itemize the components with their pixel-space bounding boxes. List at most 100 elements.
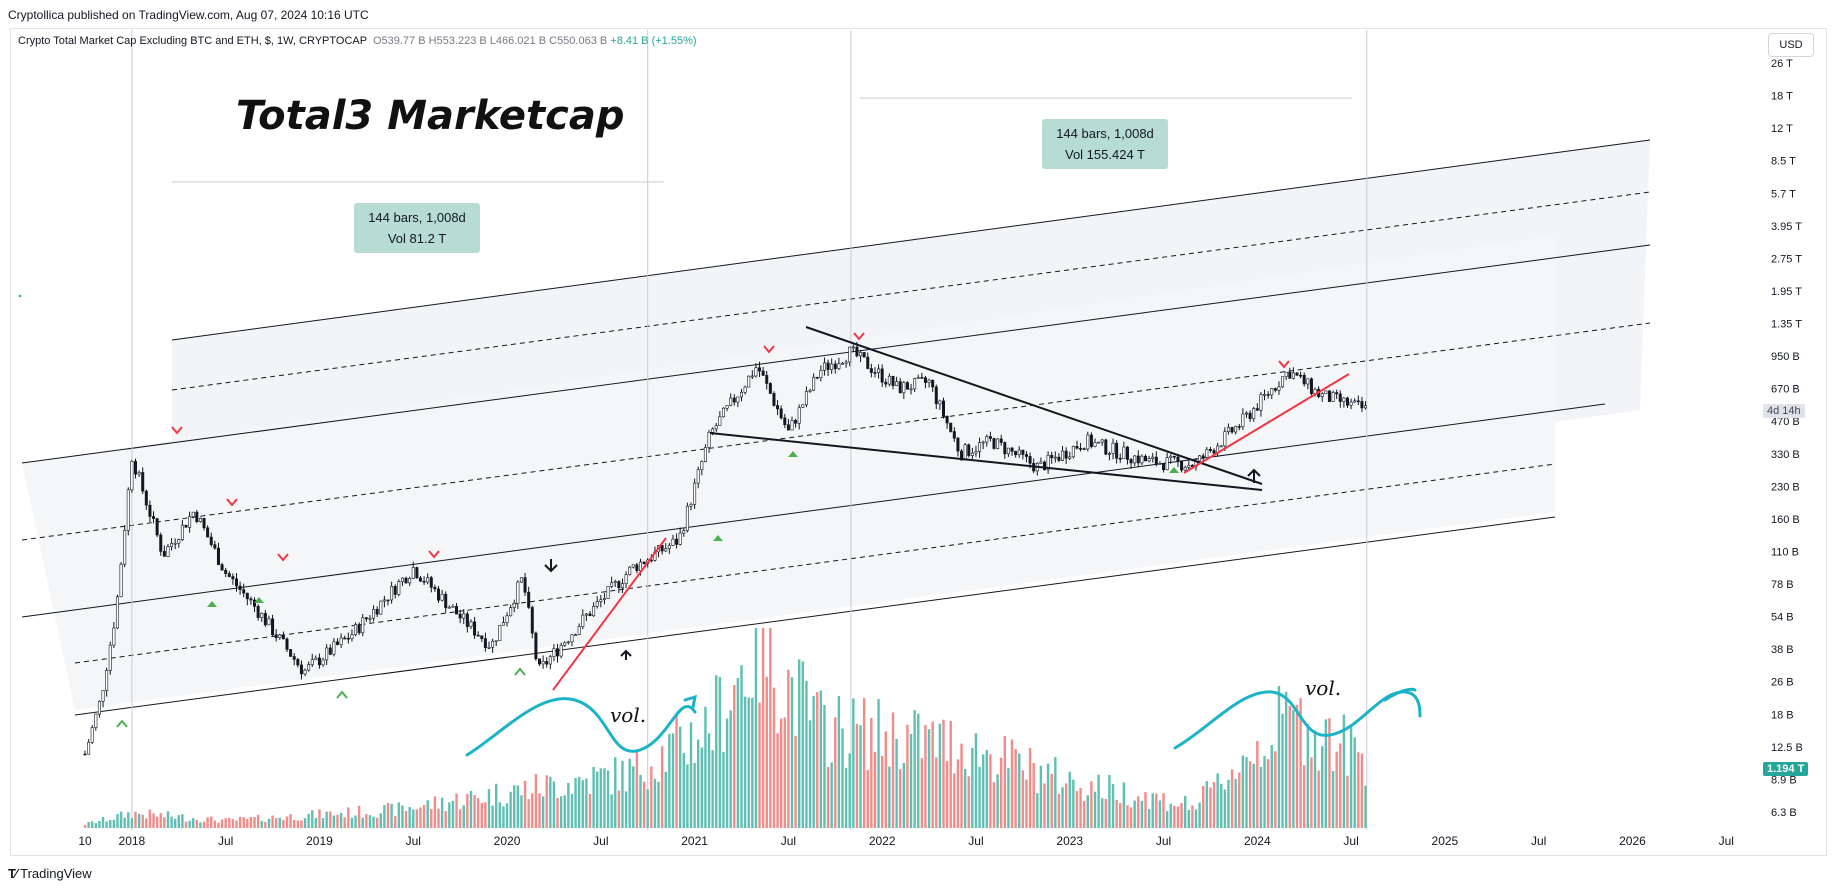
volume-bar: [155, 816, 159, 828]
volume-bar: [242, 817, 245, 828]
candle-body: [913, 378, 917, 390]
volume-bar: [1039, 765, 1043, 828]
channel-lower-band: [22, 235, 1555, 710]
measure-box-1[interactable]: 144 bars, 1,008d Vol 81.2 T: [354, 203, 480, 253]
volume-bar: [917, 713, 920, 828]
pivot-low-marker: [116, 719, 128, 728]
volume-bar: [1364, 785, 1367, 828]
volume-bar: [181, 814, 184, 828]
pivot-low-marker: [254, 597, 264, 603]
volume-bar: [1191, 805, 1194, 828]
volume-bar: [531, 793, 534, 828]
volume-bar: [1068, 771, 1071, 828]
symbol-header[interactable]: Crypto Total Market Cap Excluding BTC an…: [18, 35, 697, 47]
candle-body: [400, 577, 404, 582]
volume-bar: [707, 733, 711, 828]
candle-body: [364, 617, 368, 620]
candle-body: [624, 574, 628, 584]
volume-bar: [931, 721, 934, 828]
measure-2-volume: Vol 155.424 T: [1065, 147, 1145, 162]
measure-box-2[interactable]: 144 bars, 1,008d Vol 155.424 T: [1042, 119, 1168, 169]
candle-body: [375, 609, 379, 615]
candle-body: [332, 641, 336, 655]
volume-bar: [671, 733, 675, 828]
volume-bar: [1155, 793, 1158, 828]
volume-bar: [1129, 807, 1133, 828]
volume-bar: [1126, 805, 1129, 828]
candle-body: [1331, 392, 1335, 402]
candle-body: [783, 417, 787, 426]
candle-body: [761, 370, 765, 376]
candle-body: [559, 645, 563, 657]
candle-body: [1252, 408, 1256, 419]
candle-body: [314, 657, 318, 660]
candle-body: [873, 372, 877, 374]
volume-bar: [1003, 735, 1007, 828]
volume-bar: [668, 733, 671, 828]
candle-body: [548, 656, 552, 665]
volume-bar: [1321, 746, 1324, 828]
volume-bar: [484, 802, 487, 828]
trend-line-2020: [552, 537, 667, 691]
volume-bar: [325, 811, 328, 828]
volume-bar: [235, 820, 238, 828]
volume-bar: [902, 762, 906, 828]
candle-body: [685, 505, 689, 531]
candle-body: [1277, 386, 1281, 391]
footer-branding[interactable]: T⁄ TradingView: [8, 866, 92, 881]
volume-bar: [588, 793, 592, 828]
volume-bar: [141, 814, 144, 828]
chart-title-annotation[interactable]: Total3 Marketcap: [236, 93, 625, 139]
candle-body: [292, 656, 296, 660]
candle-body: [234, 578, 238, 587]
candle-body: [1014, 451, 1018, 456]
candle-body: [905, 382, 909, 390]
candle-body: [141, 472, 145, 492]
candle-body: [1309, 378, 1313, 394]
volume-bar: [747, 697, 750, 828]
volume-bar: [473, 795, 476, 828]
candle-body: [87, 741, 91, 755]
candle-body: [494, 640, 498, 643]
candle-body: [819, 370, 823, 378]
candle-body: [736, 396, 740, 403]
candle-body: [1115, 442, 1119, 459]
price-axis-tick: 470 B: [1771, 416, 1800, 428]
volume-bar: [834, 717, 837, 828]
price-axis-tick: 160 B: [1771, 514, 1800, 526]
candle-body: [1180, 460, 1184, 471]
volume-bar: [303, 818, 307, 828]
drawings: [465, 326, 1422, 757]
vol-note-2[interactable]: vol.: [1305, 676, 1342, 700]
volume-bar: [992, 782, 996, 828]
volume-bar: [567, 782, 570, 828]
candle-body: [729, 397, 733, 406]
volume-bar: [1183, 796, 1187, 828]
candle-body: [310, 659, 314, 665]
currency-button[interactable]: USD: [1768, 33, 1814, 57]
pivot-high-marker: [853, 332, 865, 341]
candle-body: [833, 363, 837, 369]
volume-bar: [909, 733, 913, 828]
volume-bar: [617, 790, 621, 828]
candle-body: [512, 602, 516, 608]
candle-body: [1165, 457, 1169, 471]
candle-body: [988, 436, 992, 439]
candle-body: [1010, 447, 1014, 452]
candle-body: [786, 424, 790, 431]
candle-body: [1093, 442, 1097, 447]
vol-note-1[interactable]: vol.: [610, 703, 647, 727]
volume-bar: [895, 738, 898, 828]
volume-bar: [130, 818, 134, 828]
indicator-dot: [18, 294, 22, 298]
volume-bar: [700, 747, 704, 828]
candle-body: [1172, 455, 1176, 458]
volume-bar: [83, 825, 87, 828]
time-axis-tick: Jul: [1343, 834, 1358, 848]
volume-bar: [220, 819, 224, 828]
candle-body: [411, 567, 415, 579]
candle-body: [242, 589, 246, 594]
price-axis-tick: 950 B: [1771, 351, 1800, 363]
volume-bar: [606, 770, 610, 828]
